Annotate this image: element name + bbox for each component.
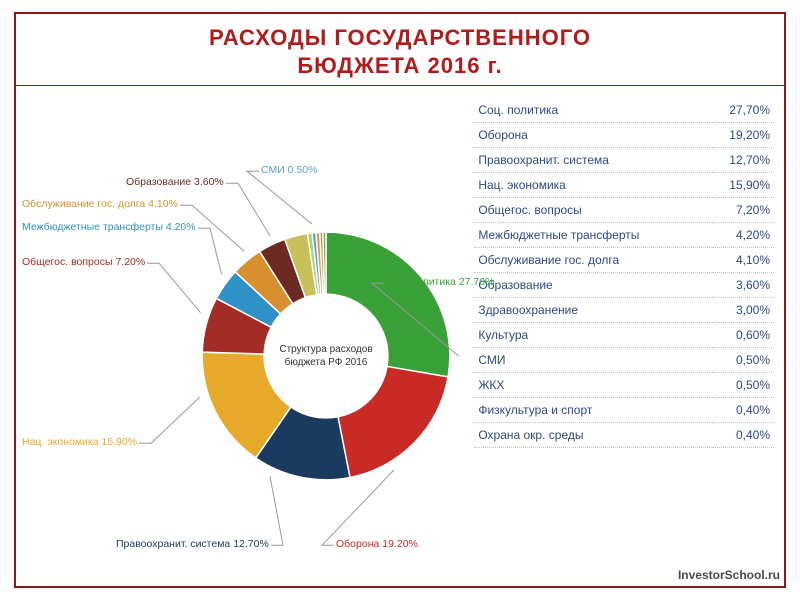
- chart-callout: Нац. экономика 15.90%: [22, 436, 137, 448]
- row-label: Образование: [474, 273, 712, 298]
- table-row: Образование3,60%: [474, 273, 774, 298]
- row-value: 3,00%: [712, 298, 774, 323]
- table-row: ЖКХ0,50%: [474, 373, 774, 398]
- chart-callout: СМИ 0.50%: [261, 164, 317, 176]
- donut-chart: Структура расходов бюджета РФ 2016 Соц. …: [16, 86, 474, 584]
- row-label: Нац. экономика: [474, 173, 712, 198]
- row-label: Межбюджетные трансферты: [474, 223, 712, 248]
- chart-callout: Оборона 19.20%: [336, 538, 418, 550]
- page-title: РАСХОДЫ ГОСУДАРСТВЕННОГО БЮДЖЕТА 2016 г.: [14, 14, 786, 86]
- chart-callout: Обслуживание гос. долга 4.10%: [22, 198, 178, 210]
- chart-center-caption: Структура расходов бюджета РФ 2016: [266, 343, 386, 369]
- table-row: СМИ0,50%: [474, 348, 774, 373]
- row-label: СМИ: [474, 348, 712, 373]
- row-label: ЖКХ: [474, 373, 712, 398]
- table-row: Соц. политика27,70%: [474, 98, 774, 123]
- row-value: 4,10%: [712, 248, 774, 273]
- row-value: 19,20%: [712, 123, 774, 148]
- table-row: Нац. экономика15,90%: [474, 173, 774, 198]
- row-label: Физкультура и спорт: [474, 398, 712, 423]
- row-value: 0,50%: [712, 373, 774, 398]
- row-value: 0,60%: [712, 323, 774, 348]
- chart-callout: Общегос. вопросы 7.20%: [22, 256, 145, 268]
- row-value: 7,20%: [712, 198, 774, 223]
- title-line-1: РАСХОДЫ ГОСУДАРСТВЕННОГО: [209, 25, 591, 50]
- table-row: Правоохранит. система12,70%: [474, 148, 774, 173]
- chart-callout: Соц. политика 27.70%: [386, 276, 494, 288]
- chart-callout: Межбюджетные трансферты 4.20%: [22, 221, 196, 233]
- row-value: 0,40%: [712, 423, 774, 448]
- watermark: InvestorSchool.ru: [678, 568, 780, 582]
- row-value: 27,70%: [712, 98, 774, 123]
- table-row: Оборона19,20%: [474, 123, 774, 148]
- table-row: Культура0,60%: [474, 323, 774, 348]
- row-label: Правоохранит. система: [474, 148, 712, 173]
- row-label: Культура: [474, 323, 712, 348]
- table-row: Охрана окр. среды0,40%: [474, 423, 774, 448]
- row-value: 15,90%: [712, 173, 774, 198]
- chart-callout: Образование 3.60%: [126, 176, 224, 188]
- row-label: Обслуживание гос. долга: [474, 248, 712, 273]
- table-row: Обслуживание гос. долга4,10%: [474, 248, 774, 273]
- row-label: Соц. политика: [474, 98, 712, 123]
- budget-table: Соц. политика27,70%Оборона19,20%Правоохр…: [474, 86, 784, 584]
- table-row: Общегос. вопросы7,20%: [474, 198, 774, 223]
- table-row: Здравоохранение3,00%: [474, 298, 774, 323]
- row-value: 12,70%: [712, 148, 774, 173]
- chart-callout: Правоохранит. система 12.70%: [116, 538, 269, 550]
- row-value: 0,50%: [712, 348, 774, 373]
- title-line-2: БЮДЖЕТА 2016 г.: [297, 53, 502, 78]
- table-row: Межбюджетные трансферты4,20%: [474, 223, 774, 248]
- row-label: Здравоохранение: [474, 298, 712, 323]
- row-value: 0,40%: [712, 398, 774, 423]
- donut-slice: [338, 366, 448, 477]
- row-value: 3,60%: [712, 273, 774, 298]
- row-label: Охрана окр. среды: [474, 423, 712, 448]
- row-label: Общегос. вопросы: [474, 198, 712, 223]
- row-value: 4,20%: [712, 223, 774, 248]
- row-label: Оборона: [474, 123, 712, 148]
- table-row: Физкультура и спорт0,40%: [474, 398, 774, 423]
